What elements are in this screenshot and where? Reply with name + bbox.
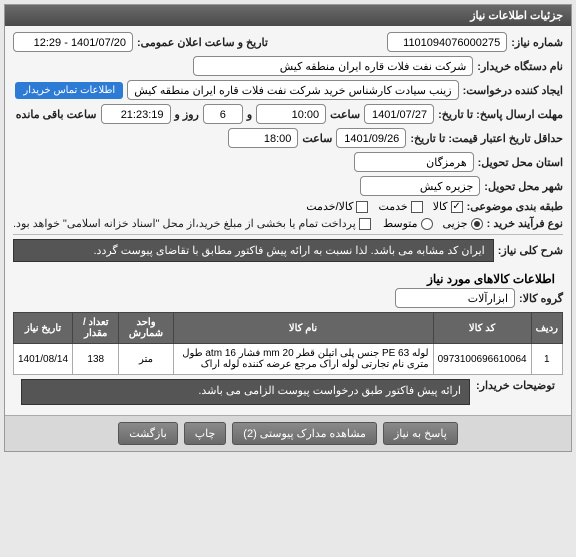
checkbox-icon (356, 201, 368, 213)
row-city: شهر محل تحویل: جزیره کیش (13, 176, 563, 196)
announce-label: تاریخ و ساعت اعلان عمومی: (137, 36, 268, 49)
checkbox-icon (359, 218, 371, 230)
cell-date: 1401/08/14 (14, 344, 73, 375)
countdown-field: 21:23:19 (101, 104, 171, 124)
print-button[interactable]: چاپ (184, 422, 227, 445)
validity-time-label: ساعت (302, 132, 332, 145)
attachments-button[interactable]: مشاهده مدارک پیوستی (2) (232, 422, 377, 445)
province-field: هرمزگان (354, 152, 474, 172)
validity-label: حداقل تاریخ اعتبار قیمت: تا تاریخ: (410, 132, 563, 145)
row-creator: ایجاد کننده درخواست: زینب سیادت کارشناس … (13, 80, 563, 100)
cell-qty: 138 (73, 344, 119, 375)
deadline-date-field: 1401/07/27 (364, 104, 434, 124)
deadline-time-label: ساعت (330, 108, 360, 121)
row-validity: حداقل تاریخ اعتبار قیمت: تا تاریخ: 1401/… (13, 128, 563, 148)
deadline-time-field: 10:00 (256, 104, 326, 124)
creator-field: زینب سیادت کارشناس خرید شرکت نفت فلات قا… (127, 80, 458, 100)
cell-row: 1 (531, 344, 562, 375)
cat-service-check[interactable]: خدمت (378, 200, 422, 213)
group-label: گروه کالا: (519, 292, 563, 305)
row-need-number: شماره نیاز: 1101094076000275 تاریخ و ساع… (13, 32, 563, 52)
days-label: روز و (175, 108, 199, 121)
radio-icon (471, 218, 483, 230)
th-date: تاریخ نیاز (14, 313, 73, 344)
table-header-row: ردیف کد کالا نام کالا واحد شمارش تعداد /… (14, 313, 563, 344)
details-panel: جزئیات اطلاعات نیاز شماره نیاز: 11010940… (4, 4, 572, 452)
th-name: نام کالا (173, 313, 433, 344)
province-label: استان محل تحویل: (478, 156, 563, 169)
deadline-label: مهلت ارسال پاسخ: تا تاریخ: (438, 108, 563, 121)
row-buyer-device: نام دستگاه خریدار: شرکت نفت فلات قاره ای… (13, 56, 563, 76)
cell-unit: متر (119, 344, 173, 375)
separator (13, 234, 563, 235)
category-label: طبقه بندی موضوعی: (467, 200, 563, 213)
announce-field: 1401/07/20 - 12:29 (13, 32, 133, 52)
contact-badge[interactable]: اطلاعات تماس خریدار (15, 82, 123, 99)
cat-goods-check[interactable]: کالا (433, 200, 463, 213)
table-row: 1 0973100696610064 لوله PE 63 جنس پلی ات… (14, 344, 563, 375)
row-province: استان محل تحویل: هرمزگان (13, 152, 563, 172)
days-field: 6 (203, 104, 243, 124)
cell-code: 0973100696610064 (433, 344, 531, 375)
th-unit: واحد شمارش (119, 313, 173, 344)
validity-time-field: 18:00 (228, 128, 298, 148)
proc-partial-label: جزیی (443, 217, 468, 230)
days-and-label: و (247, 108, 252, 121)
th-qty: تعداد / مقدار (73, 313, 119, 344)
checkbox-icon (451, 201, 463, 213)
back-button[interactable]: بازگشت (118, 422, 178, 445)
row-buyer-desc: توضیحات خریدار: ارائه پیش فاکتور طبق درخ… (13, 375, 563, 409)
city-label: شهر محل تحویل: (484, 180, 563, 193)
buyer-desc-value: ارائه پیش فاکتور طبق درخواست پیوست الزام… (21, 379, 470, 405)
category-checks: کالا خدمت کالا/خدمت (306, 200, 462, 213)
proc-medium-radio[interactable]: متوسط (383, 217, 433, 230)
payment-note-check: پرداخت تمام یا بخشی از مبلغ خرید،از محل … (13, 217, 371, 230)
need-number-label: شماره نیاز: (511, 36, 563, 49)
row-group: گروه کالا: ابزارآلات (13, 288, 563, 308)
row-category: طبقه بندی موضوعی: کالا خدمت کالا/خدمت (13, 200, 563, 213)
checkbox-icon (411, 201, 423, 213)
th-row: ردیف (531, 313, 562, 344)
need-number-field: 1101094076000275 (387, 32, 507, 52)
button-row: پاسخ به نیاز مشاهده مدارک پیوستی (2) چاپ… (5, 415, 571, 451)
group-field: ابزارآلات (395, 288, 515, 308)
remaining-label: ساعت باقی مانده (16, 108, 97, 121)
cat-service-label: خدمت (378, 200, 407, 213)
panel-title: جزئیات اطلاعات نیاز (5, 5, 571, 26)
creator-label: ایجاد کننده درخواست: (463, 84, 563, 97)
desc-label: شرح کلی نیاز: (498, 244, 563, 257)
process-radios: جزیی متوسط (383, 217, 483, 230)
cat-goods-service-check[interactable]: کالا/خدمت (306, 200, 368, 213)
reply-button[interactable]: پاسخ به نیاز (383, 422, 458, 445)
buyer-device-label: نام دستگاه خریدار: (477, 60, 563, 73)
items-table: ردیف کد کالا نام کالا واحد شمارش تعداد /… (13, 312, 563, 375)
buyer-device-field: شرکت نفت فلات قاره ایران منطقه کیش (193, 56, 473, 76)
validity-date-field: 1401/09/26 (336, 128, 406, 148)
proc-medium-label: متوسط (383, 217, 418, 230)
panel-body: شماره نیاز: 1101094076000275 تاریخ و ساع… (5, 26, 571, 415)
th-code: کد کالا (433, 313, 531, 344)
buyer-desc-label: توضیحات خریدار: (476, 379, 555, 392)
radio-icon (421, 218, 433, 230)
row-deadline: مهلت ارسال پاسخ: تا تاریخ: 1401/07/27 سا… (13, 104, 563, 124)
row-process: نوع فرآیند خرید : جزیی متوسط پرداخت تمام… (13, 217, 563, 230)
payment-note: پرداخت تمام یا بخشی از مبلغ خرید،از محل … (13, 217, 356, 230)
cell-name: لوله PE 63 جنس پلی اتیلن قطر 20 mm فشار … (173, 344, 433, 375)
city-field: جزیره کیش (360, 176, 480, 196)
info-title: اطلاعات کالاهای مورد نیاز (13, 266, 563, 288)
desc-value: ایران کد مشابه می باشد. لذا نسبت به ارائ… (13, 239, 494, 262)
row-desc: شرح کلی نیاز: ایران کد مشابه می باشد. لذ… (13, 239, 563, 262)
proc-partial-radio[interactable]: جزیی (443, 217, 483, 230)
cat-goods-service-label: کالا/خدمت (306, 200, 353, 213)
cat-goods-label: کالا (433, 200, 448, 213)
process-label: نوع فرآیند خرید : (487, 217, 563, 230)
